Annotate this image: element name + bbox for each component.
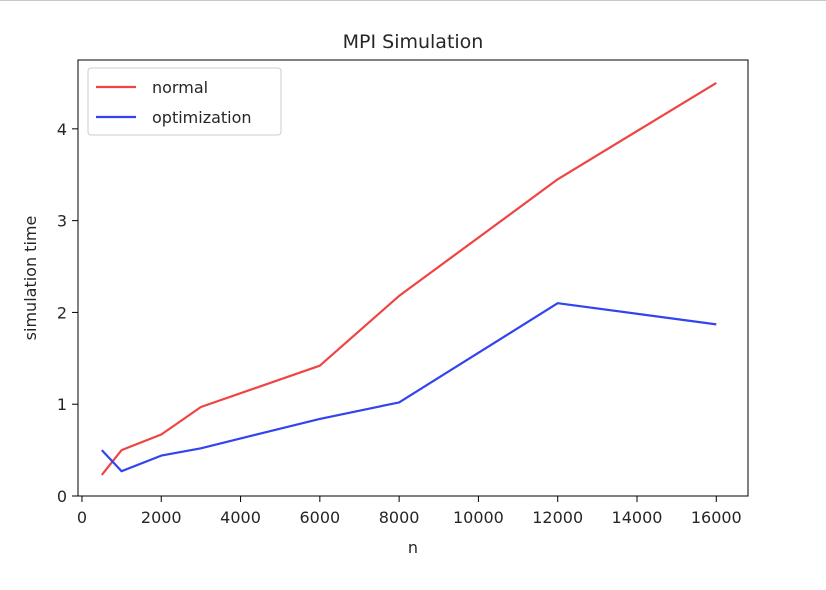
data-point-normal xyxy=(319,365,321,367)
y-tick-label: 3 xyxy=(57,212,67,231)
data-point-normal xyxy=(200,406,202,408)
data-point-optimization xyxy=(101,449,103,451)
x-tick-label: 2000 xyxy=(141,508,182,527)
data-point-normal xyxy=(557,179,559,181)
data-point-normal xyxy=(101,474,103,476)
data-point-optimization xyxy=(398,402,400,404)
data-point-optimization xyxy=(557,302,559,304)
series-line-optimization xyxy=(100,302,717,473)
series-lines xyxy=(100,81,717,476)
x-tick-label: 6000 xyxy=(299,508,340,527)
x-tick-label: 8000 xyxy=(379,508,420,527)
data-point-optimization xyxy=(319,418,321,420)
y-tick-label: 2 xyxy=(57,303,67,322)
series-line-normal xyxy=(100,81,717,476)
x-tick-label: 12000 xyxy=(532,508,583,527)
x-axis-ticks: 0 2000 4000 6000 8000 10000 12000 14000 16000 xyxy=(77,496,742,527)
legend: normal optimization xyxy=(87,67,282,136)
y-tick-label: 4 xyxy=(57,120,67,139)
data-point-normal xyxy=(398,295,400,297)
x-tick-label: 0 xyxy=(77,508,87,527)
data-point-optimization xyxy=(121,470,123,472)
chart-title: MPI Simulation xyxy=(343,31,484,53)
data-point-normal xyxy=(121,449,123,451)
y-tick-label: 1 xyxy=(57,395,67,414)
data-point-optimization xyxy=(715,324,717,326)
x-tick-label: 4000 xyxy=(220,508,261,527)
data-point-optimization xyxy=(160,455,162,457)
data-point-normal xyxy=(160,434,162,436)
x-tick-label: 10000 xyxy=(453,508,504,527)
y-tick-label: 0 xyxy=(57,487,67,506)
data-point-optimization xyxy=(200,447,202,449)
x-axis-label: n xyxy=(408,538,418,557)
legend-label-optimization: optimization xyxy=(152,108,252,127)
legend-label-normal: normal xyxy=(152,78,208,97)
data-point-normal xyxy=(715,82,717,84)
y-axis-label: simulation time xyxy=(21,216,40,341)
legend-box xyxy=(87,67,282,136)
x-tick-label: 14000 xyxy=(612,508,663,527)
x-tick-label: 16000 xyxy=(691,508,742,527)
y-axis-ticks: 0 1 2 3 4 xyxy=(57,120,78,506)
